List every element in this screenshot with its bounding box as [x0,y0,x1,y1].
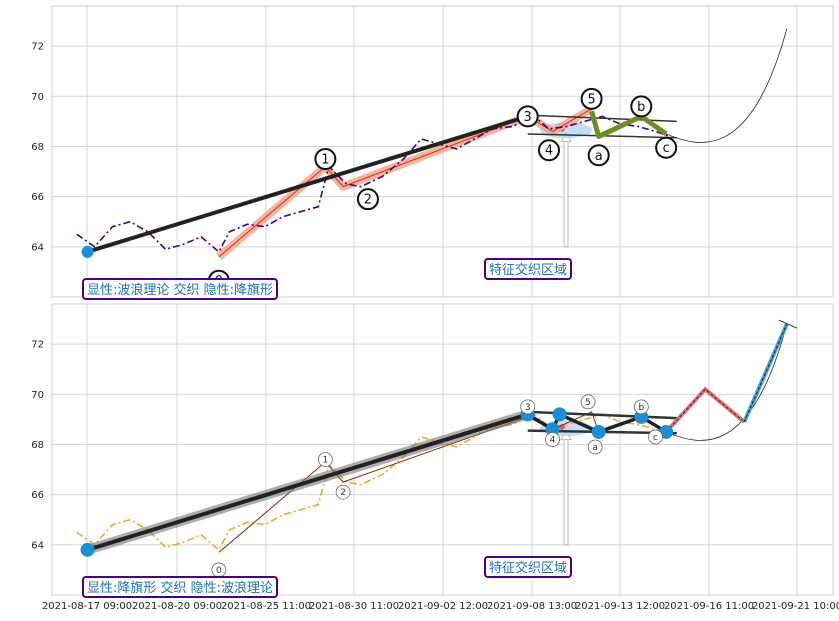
zone-arrow-shaft [563,141,569,248]
wave-label-circle [630,95,653,118]
flag-upper-line [527,410,677,420]
wave-label-circle [516,105,539,128]
zone-label-box [484,556,572,578]
x-axis: 2021-08-17 09:00 2021-08-20 09:002021-08-… [42,601,839,612]
projection-red-line [665,388,745,433]
price-series-line [76,112,670,254]
legend-box [82,576,278,598]
price-series-line [76,410,670,552]
wave-label-b: b [637,100,645,115]
wave-label-circle [655,136,678,159]
wave-label-circle [587,144,610,167]
wave-label-0: 0 [216,566,222,576]
wave-label-circle [580,87,603,110]
flag-point-marker [80,542,95,557]
projection-blue-line [743,323,788,423]
y-tick-label: 66 [31,490,44,501]
wave-label-circle [587,439,603,455]
wave-label-a: a [592,443,598,453]
x-tick-label: 2021-09-02 12:00 [398,601,488,612]
wave-label-circle [356,188,379,211]
wave-label-c: c [663,141,670,156]
wave-label-circle [580,394,596,410]
wave-label-circle [545,432,560,447]
legend-box [82,278,278,300]
x-tick-label: 2021-09-13 12:00 [575,601,665,612]
wave-label-circle [314,148,337,171]
wave-label-a: a [595,149,603,164]
wave-label-5: 5 [585,398,591,408]
zone-label-text: 特征交织区域 [489,560,567,576]
wave-label-b: b [638,403,644,413]
legend-text: 显性:波浪理论 交织 隐性:降旗形 [87,282,273,298]
wave-label-circle [648,429,663,445]
y-tick-label: 72 [31,42,44,53]
y-tick-label: 70 [31,390,44,401]
projection-curve [665,28,788,143]
x-tick-label: 2021-08-20 09:00 [132,601,222,612]
wave-label-circle [317,452,333,467]
wave-label-1: 1 [322,456,328,466]
flag-upper-line [527,114,677,123]
flag-point-marker [552,407,567,422]
start-marker [81,245,94,258]
y-tick-label: 66 [31,192,44,203]
y-tick-label: 64 [31,242,44,253]
wave-label-5: 5 [587,92,595,107]
x-tick-label: 2021-08-30 11:00 [309,601,399,612]
projection-curve [665,323,788,441]
wave-label-circle [520,399,536,415]
wave-label-2: 2 [340,488,346,498]
x-tick-label: 2021-09-16 11:00 [664,601,754,612]
legend-text: 显性:降旗形 交织 隐性:波浪理论 [87,580,273,596]
wave-label-2: 2 [364,193,372,208]
x-tick-label: 2021-08-25 11:00 [221,601,311,612]
x-tick-label: 2021-09-08 13:00 [487,601,577,612]
x-tick-label: 2021-09-21 10:00 [752,601,839,612]
flag-point-marker [545,422,560,437]
flag-point-marker [634,409,649,424]
wave-label-circle [335,484,351,500]
y-tick-label: 72 [31,340,44,351]
wave-label-circle [538,139,560,162]
projection-end-cap [778,319,798,329]
zone-label-box [484,258,572,280]
y-tick-label: 68 [31,142,44,153]
wave-label-1: 1 [321,153,329,168]
wave-label-4: 4 [545,144,553,159]
wave-label-3: 3 [525,403,531,413]
zone-label-text: 特征交织区域 [489,262,567,278]
y-tick-label: 68 [31,440,44,451]
trend-line [86,412,529,552]
y-tick-label: 64 [31,540,44,551]
zone-arrow-shaft [563,439,569,546]
wave-label-c: c [653,433,658,443]
x-tick-label: 2021-08-17 09:00 [42,601,132,612]
wave-correction-line [589,110,668,139]
flag-point-marker [591,424,606,439]
y-tick-label: 70 [31,92,44,103]
wave-label-4: 4 [550,435,556,445]
trend-line [86,114,529,254]
bottom-panel: 64 66 68 70 72 0 1 2 3 4 5 a b c 显性:降旗形 交织 隐性:波浪理论 特征交织… [31,303,834,598]
wave-label-circle [633,399,649,415]
wave-label-3: 3 [524,110,532,125]
